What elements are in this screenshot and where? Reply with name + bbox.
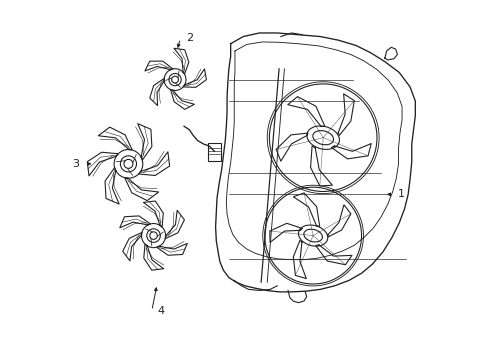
Text: 2: 2 — [186, 33, 193, 43]
Text: 4: 4 — [157, 306, 164, 316]
Bar — [208, 143, 221, 161]
Text: 1: 1 — [397, 189, 405, 199]
Text: 3: 3 — [72, 159, 79, 169]
